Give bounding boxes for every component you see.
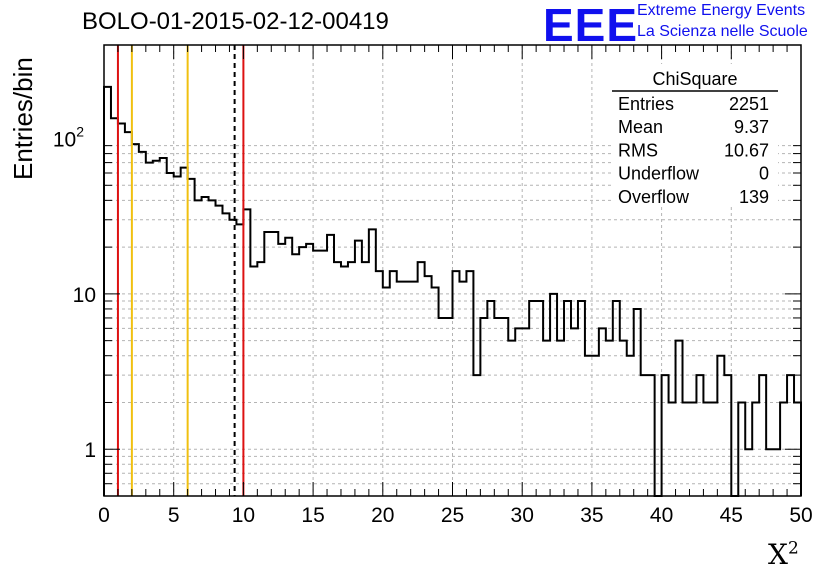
stats-row-value: 139 (739, 187, 769, 207)
chart-title: BOLO-01-2015-02-12-00419 (82, 8, 389, 35)
x-axis-label-sup: 2 (787, 538, 799, 559)
x-axis-label: X2 (768, 538, 799, 571)
stats-row-label: Mean (618, 117, 663, 137)
x-tick-label: 10 (232, 504, 255, 527)
x-tick-label: 50 (789, 504, 812, 527)
x-tick-label: 45 (720, 504, 743, 527)
stats-row-value: 9.37 (734, 117, 769, 137)
stats-box: ChiSquare Entries 2251 Mean 9.37 RMS 10.67 Unde… (612, 64, 778, 207)
x-tick-label: 40 (650, 504, 673, 527)
eee-logo: EEE (543, 0, 639, 51)
y-tick-label: 10 (73, 284, 96, 307)
x-tick-label: 20 (371, 504, 394, 527)
stats-background (612, 64, 778, 206)
stats-title: ChiSquare (652, 69, 737, 89)
x-tick-label: 30 (511, 504, 534, 527)
stats-row-label: Entries (618, 94, 674, 114)
logo-line-2: La Scienza nelle Scuole (637, 23, 808, 40)
histogram-series (103, 85, 802, 497)
x-axis-label-base: X (768, 538, 788, 571)
logo-line-1: Extreme Energy Events (637, 2, 806, 19)
x-tick-label: 0 (98, 504, 110, 527)
stats-row-value: 0 (759, 164, 769, 184)
x-tick-label: 35 (580, 504, 603, 527)
stats-row-value: 2251 (729, 94, 769, 114)
y-tick-label-sup: 2 (76, 124, 84, 140)
stats-row-value: 10.67 (724, 140, 769, 160)
x-tick-label: 5 (168, 504, 180, 527)
stats-row-label: Underflow (618, 164, 700, 184)
y-tick-label: 1 (84, 439, 96, 462)
x-tick-label: 25 (441, 504, 464, 527)
stats-row-label: RMS (618, 140, 658, 160)
stats-row-label: Overflow (618, 187, 690, 207)
y-tick-label: 102 (53, 124, 84, 152)
x-tick-label: 15 (301, 504, 324, 527)
